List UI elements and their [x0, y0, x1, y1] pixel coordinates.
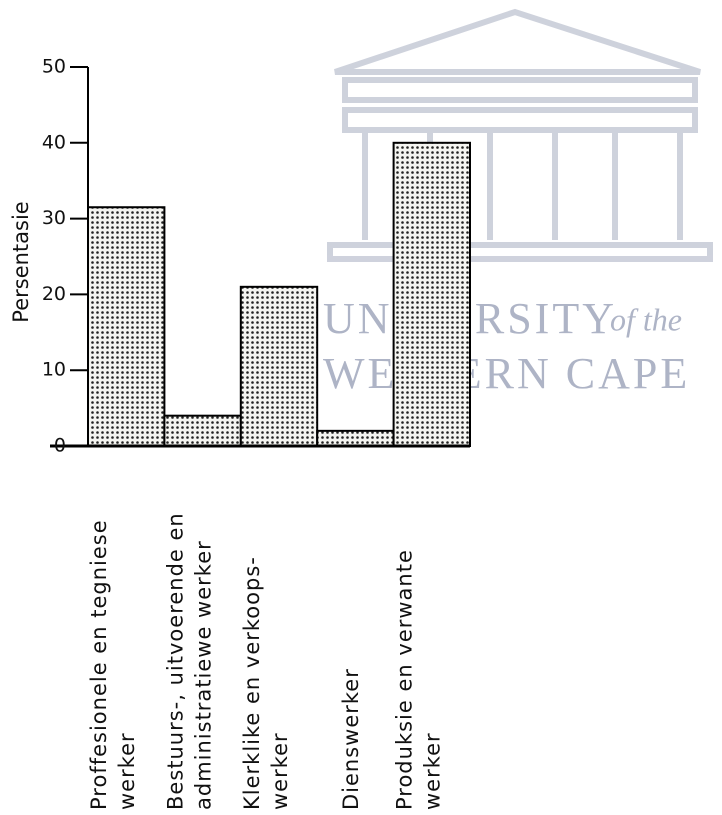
- y-tick-label: 10: [42, 359, 66, 381]
- bar: [239, 285, 319, 447]
- y-tick-label: 0: [54, 435, 66, 457]
- x-tick-label: Klerklike en verkoops-: [240, 556, 264, 810]
- watermark-text: of the: [610, 301, 682, 337]
- y-tick-label: 30: [42, 207, 66, 229]
- x-tick-label: werker: [268, 732, 292, 810]
- x-tick-label: Bestuurs-, uitvoerende en: [163, 512, 187, 810]
- x-tick-label: Produksie en verwante: [393, 549, 417, 810]
- x-tick-label: werker: [421, 732, 445, 810]
- y-tick-label: 20: [42, 283, 66, 305]
- x-tick-label: werker: [115, 732, 139, 810]
- x-tick-label: administratiewe werker: [191, 540, 215, 810]
- x-tick-label: Dienswerker: [339, 668, 363, 810]
- watermark-text: WESTERN CAPE: [323, 349, 690, 398]
- x-tick-label: Proffesionele en tegniese: [87, 519, 111, 810]
- y-axis-label: Persentasie: [9, 201, 33, 322]
- bar: [87, 206, 166, 447]
- y-tick-label: 50: [42, 56, 66, 78]
- bar: [392, 141, 472, 448]
- bar: [163, 414, 242, 447]
- watermark-building: [327, 8, 713, 262]
- y-tick-label: 40: [42, 131, 66, 153]
- bar: [316, 429, 395, 447]
